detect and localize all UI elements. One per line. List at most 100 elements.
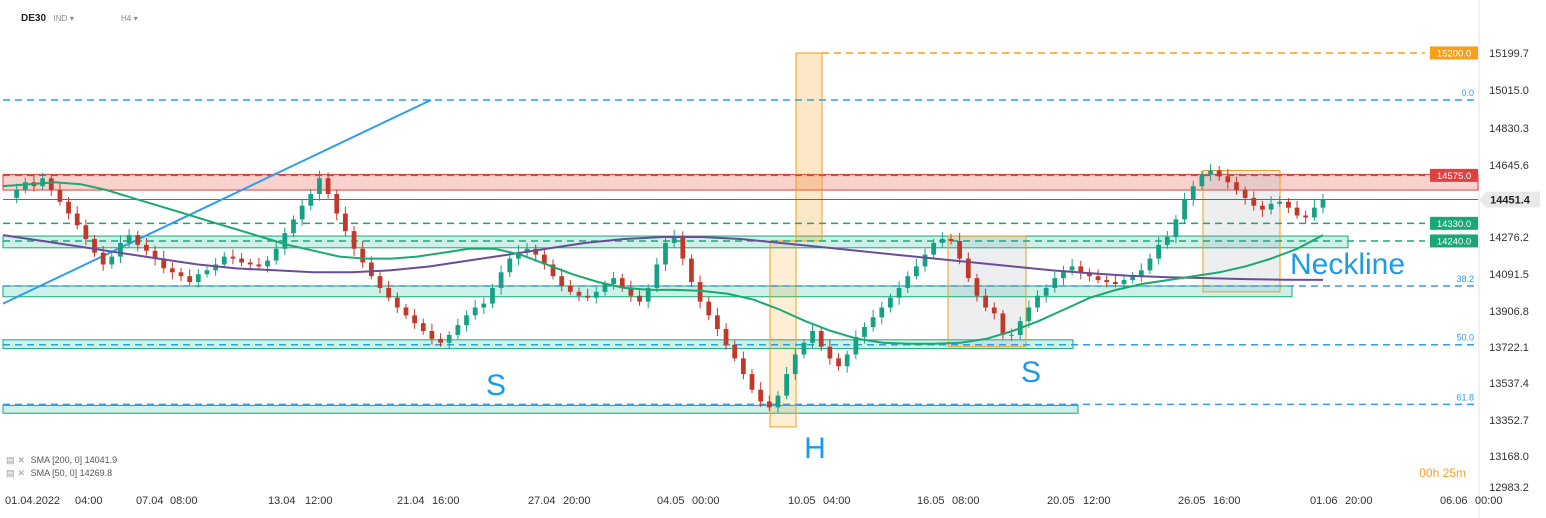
candle-body bbox=[360, 248, 366, 263]
candle-body bbox=[516, 252, 521, 259]
candle-body bbox=[213, 264, 219, 271]
candle-body bbox=[351, 231, 357, 249]
candle-body bbox=[585, 295, 591, 298]
y-tick-label: 13352.7 bbox=[1489, 415, 1529, 427]
x-tick-label: 20:00 bbox=[1345, 495, 1373, 507]
y-tick-label: 14276.2 bbox=[1489, 232, 1529, 244]
candle-body bbox=[602, 284, 608, 292]
symbol-name: DE30 bbox=[21, 13, 47, 24]
candle-body bbox=[801, 342, 807, 355]
head-box bbox=[769, 240, 797, 428]
x-tick-label: 16:00 bbox=[1213, 495, 1241, 507]
candle-body bbox=[507, 258, 513, 273]
candle-body bbox=[836, 358, 841, 367]
candle-body bbox=[637, 295, 642, 302]
x-tick-label: 12:00 bbox=[1083, 495, 1111, 507]
head-label: H bbox=[804, 432, 826, 465]
candle-body bbox=[905, 276, 911, 288]
candle-body bbox=[221, 256, 227, 265]
candle-body bbox=[1000, 313, 1006, 335]
x-tick-label: 06.06 bbox=[1440, 495, 1468, 507]
candle-body bbox=[118, 242, 123, 257]
candle-body bbox=[334, 193, 340, 214]
candle-body bbox=[1147, 258, 1153, 271]
candle-body bbox=[265, 260, 270, 267]
candle-body bbox=[1156, 244, 1162, 259]
candle-body bbox=[464, 315, 469, 326]
candle-body bbox=[965, 258, 971, 279]
candle-body bbox=[92, 238, 97, 253]
candle-body bbox=[126, 235, 132, 243]
candle-body bbox=[1052, 278, 1058, 288]
sma200-line bbox=[2, 234, 1324, 281]
candle-body bbox=[135, 235, 141, 245]
chevron-down-icon[interactable]: ▾ bbox=[133, 14, 138, 23]
candle-body bbox=[766, 401, 772, 408]
candle-body bbox=[394, 297, 400, 308]
candle-body bbox=[654, 264, 660, 288]
close-icon[interactable]: ✕ bbox=[17, 455, 26, 465]
timeframe-selector[interactable]: H4 ▾ bbox=[121, 13, 138, 23]
candle-body bbox=[1320, 199, 1326, 208]
candle-body bbox=[446, 334, 452, 343]
y-tick-label: 14091.5 bbox=[1489, 269, 1529, 281]
x-tick-label: 04:00 bbox=[75, 495, 103, 507]
chevron-down-icon[interactable]: ▾ bbox=[69, 14, 74, 23]
x-tick-label: 01.06 bbox=[1310, 495, 1338, 507]
candle-body bbox=[1112, 282, 1118, 285]
candle-body bbox=[420, 323, 426, 332]
candle-body bbox=[931, 242, 937, 255]
candle-body bbox=[1182, 199, 1187, 220]
y-tick-label: 15015.0 bbox=[1489, 85, 1529, 97]
instrument-type: IND bbox=[53, 14, 68, 23]
candle-body bbox=[1078, 266, 1084, 273]
candle-body bbox=[939, 238, 945, 243]
y-tick-label: 13537.4 bbox=[1489, 378, 1529, 390]
y-tick-label: 15199.7 bbox=[1489, 48, 1529, 60]
candle-body bbox=[299, 205, 305, 220]
candle-body bbox=[1216, 170, 1222, 177]
candle-body bbox=[706, 301, 712, 316]
candle-body bbox=[273, 248, 279, 261]
indicator-sma200[interactable]: ▤ ✕ SMA [200, 0] 14041.9 bbox=[6, 455, 117, 466]
candle-body bbox=[481, 303, 487, 308]
candle-body bbox=[204, 270, 210, 275]
resistance-zone bbox=[2, 173, 1479, 191]
level-price-text: 14330.0 bbox=[1437, 219, 1471, 230]
indicator-sma50[interactable]: ▤ ✕ SMA [50, 0] 14269.8 bbox=[6, 468, 112, 479]
candle-body bbox=[152, 250, 158, 259]
candle-countdown: 00h 25m bbox=[1419, 466, 1466, 480]
indicator-value: 14041.9 bbox=[84, 455, 118, 465]
candle-body bbox=[1061, 270, 1066, 279]
x-tick-label: 07.04 bbox=[136, 495, 164, 507]
candle-body bbox=[628, 287, 634, 296]
candle-body bbox=[792, 354, 798, 375]
candle-body bbox=[645, 287, 651, 302]
candle-body bbox=[386, 287, 392, 298]
candle-body bbox=[291, 219, 296, 234]
close-icon[interactable]: ✕ bbox=[17, 468, 26, 478]
candle-body bbox=[403, 307, 409, 316]
x-tick-label: 26.05 bbox=[1178, 495, 1206, 507]
candle-body bbox=[611, 278, 616, 285]
candle-body bbox=[368, 262, 374, 277]
candle-body bbox=[1104, 280, 1110, 283]
neckline-label: Neckline bbox=[1290, 248, 1405, 281]
timeframe-value: H4 bbox=[121, 14, 132, 23]
candle-body bbox=[758, 389, 764, 402]
candle-body bbox=[48, 178, 54, 191]
candle-body bbox=[844, 354, 850, 367]
fib-level-label: 61.8 bbox=[1456, 392, 1474, 402]
candle-body bbox=[144, 244, 149, 251]
candle-body bbox=[1268, 203, 1274, 210]
fib-level-label: 0.0 bbox=[1461, 88, 1474, 98]
symbol-label[interactable]: DE30 IND ▾ bbox=[21, 13, 74, 24]
indicator-label: SMA [50, 0] bbox=[30, 468, 78, 478]
candle-body bbox=[524, 248, 530, 253]
y-tick-label: 12983.2 bbox=[1489, 482, 1529, 494]
candle-body bbox=[490, 287, 495, 304]
candle-body bbox=[325, 178, 331, 194]
candle-body bbox=[559, 276, 565, 286]
candle-body bbox=[1190, 186, 1196, 200]
